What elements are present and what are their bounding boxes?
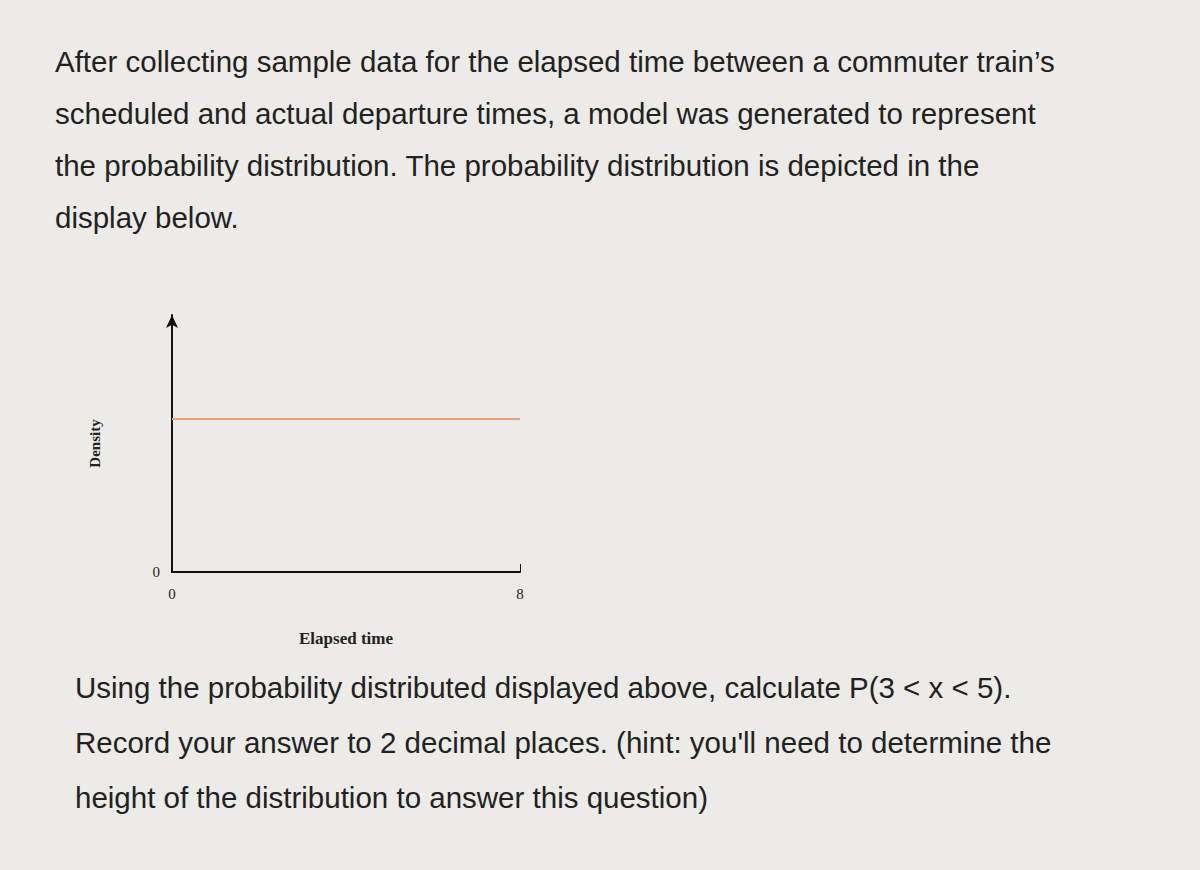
html-text:height of the distribution to: height of the distribution to answer thi… (75, 781, 708, 814)
svg-text:Density: Density (87, 419, 103, 468)
html-text:scheduled and actual departure: scheduled and actual departure times, a … (55, 97, 1036, 130)
html-text:After collecting sample data f: After collecting sample data for the ela… (55, 45, 1055, 78)
html-text:Using the probability distribu: Using the probability distributed displa… (75, 671, 1012, 704)
svg-text:0: 0 (153, 564, 161, 580)
svg-text:8: 8 (516, 586, 524, 602)
html-text:Record your answer to 2 decima: Record your answer to 2 decimal places. … (75, 726, 1052, 759)
svg-text:0: 0 (168, 586, 176, 602)
html-text:display below.: display below. (55, 201, 239, 234)
html-text:the probability distribution.: the probability distribution. The probab… (55, 149, 980, 182)
svg-text:Elapsed time: Elapsed time (299, 629, 393, 648)
